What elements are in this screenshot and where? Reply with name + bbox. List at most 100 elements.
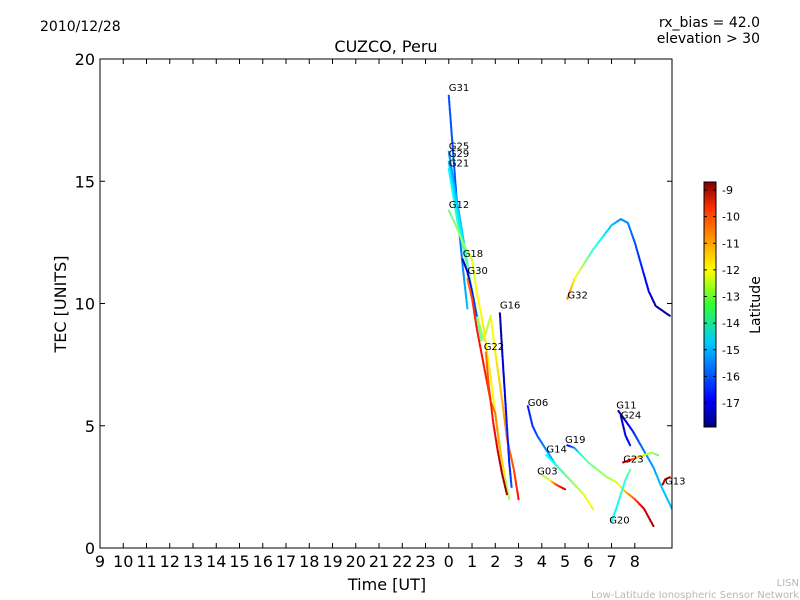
series-g19 [566, 444, 655, 528]
data-point [475, 314, 478, 317]
series-g11 [617, 410, 672, 510]
data-point [629, 468, 632, 471]
colorbar-tick-label: -13 [722, 291, 740, 304]
series-label: G13 [665, 476, 685, 487]
y-tick-label: 10 [75, 295, 95, 314]
data-point [505, 493, 508, 496]
x-tick-label: 12 [160, 552, 180, 571]
footer-org-long: Low-Latitude Ionospheric Sensor Network [591, 590, 799, 600]
data-point [629, 444, 632, 447]
series-g13 [661, 476, 671, 486]
x-tick-label: 4 [537, 552, 547, 571]
series-g20 [610, 468, 632, 523]
series-g24 [619, 414, 632, 447]
footer-org-short: LISN [777, 578, 799, 589]
series-g18 [461, 258, 478, 317]
series-label: G03 [537, 467, 557, 478]
x-tick-label: 19 [322, 552, 342, 571]
series-g03 [540, 473, 567, 491]
x-tick-label: 18 [299, 552, 319, 571]
y-tick-label: 15 [75, 172, 95, 191]
colorbar-tick-label: -14 [722, 317, 740, 330]
x-tick-label: 17 [276, 552, 296, 571]
series-g14 [545, 454, 595, 510]
y-axis-label: TEC [UNITS] [51, 256, 70, 354]
y-ticks: 0 5 10 15 20 [75, 50, 672, 558]
data-point [591, 507, 595, 510]
colorbar-ticks: -9 -10 -11 -12 -13 -14 -15 -16 -17 [704, 184, 740, 410]
series-label: G06 [528, 398, 548, 409]
colorbar-tick-label: -15 [722, 344, 740, 357]
data-point [668, 314, 671, 317]
x-tick-label: 16 [253, 552, 273, 571]
y-tick-label: 0 [85, 539, 95, 558]
x-tick-label: 13 [183, 552, 203, 571]
series-g23 [622, 451, 660, 464]
data-point [480, 339, 483, 342]
data-point [656, 454, 660, 457]
series-label: G31 [449, 83, 469, 94]
series-label: G32 [567, 291, 587, 302]
series-label: G24 [621, 410, 641, 421]
x-tick-label: 21 [369, 552, 389, 571]
data-point [510, 485, 513, 488]
x-tick-label: 0 [444, 552, 454, 571]
x-tick-label: 22 [392, 552, 412, 571]
x-tick-label: 2 [490, 552, 500, 571]
series-label: G14 [546, 445, 566, 456]
series-label: G22 [484, 342, 504, 353]
colorbar-tick-label: -17 [722, 397, 740, 410]
series-label: G29 [449, 149, 469, 160]
data-point [503, 473, 506, 476]
series-label: G20 [609, 516, 629, 527]
x-tick-label: 9 [95, 552, 105, 571]
series-label: G23 [623, 454, 643, 465]
x-ticks: 9 10 11 12 13 14 15 16 17 18 19 20 21 22 23 0 1 2 3 4 5 6 7 8 [95, 59, 640, 571]
chart-title: CUZCO, Peru [334, 37, 437, 56]
x-tick-label: 5 [560, 552, 570, 571]
x-axis-label: Time [UT] [347, 575, 426, 594]
data-point [668, 476, 671, 479]
colorbar-tick-label: -16 [722, 370, 740, 383]
colorbar-tick-label: -11 [722, 237, 740, 250]
elevation-label: elevation > 30 [657, 31, 760, 47]
x-tick-label: 23 [415, 552, 435, 571]
colorbar [703, 181, 717, 428]
x-tick-label: 6 [583, 552, 593, 571]
colorbar-tick-label: -12 [722, 264, 740, 277]
data-point [517, 498, 520, 501]
series-label: G30 [467, 266, 487, 277]
x-tick-label: 20 [346, 552, 366, 571]
date-label: 2010/12/28 [40, 19, 121, 35]
x-tick-label: 3 [513, 552, 523, 571]
data-point [652, 524, 655, 528]
x-tick-label: 15 [229, 552, 249, 571]
series-label: G16 [500, 300, 520, 311]
x-tick-label: 10 [113, 552, 133, 571]
rx-bias-label: rx_bias = 42.0 [659, 15, 760, 31]
series-label: G18 [463, 249, 483, 260]
x-tick-label: 8 [630, 552, 640, 571]
y-tick-label: 20 [75, 50, 95, 69]
series-g21 [447, 167, 520, 501]
series-g22 [484, 351, 508, 496]
series-g16 [498, 312, 513, 488]
x-tick-label: 14 [206, 552, 226, 571]
plot-frame [99, 58, 673, 549]
points-layer [447, 94, 672, 528]
series-label: G12 [449, 200, 469, 211]
data-point [563, 488, 567, 491]
series-label: G11 [616, 401, 636, 412]
series-label: G25 [449, 142, 469, 153]
y-tick-label: 5 [85, 417, 95, 436]
colorbar-tick-label: -9 [722, 184, 733, 197]
colorbar-label: Latitude [748, 276, 764, 334]
series-label: G21 [449, 159, 469, 170]
x-tick-label: 7 [606, 552, 616, 571]
series-g30 [466, 277, 506, 476]
x-tick-label: 1 [467, 552, 477, 571]
data-point [508, 498, 511, 501]
